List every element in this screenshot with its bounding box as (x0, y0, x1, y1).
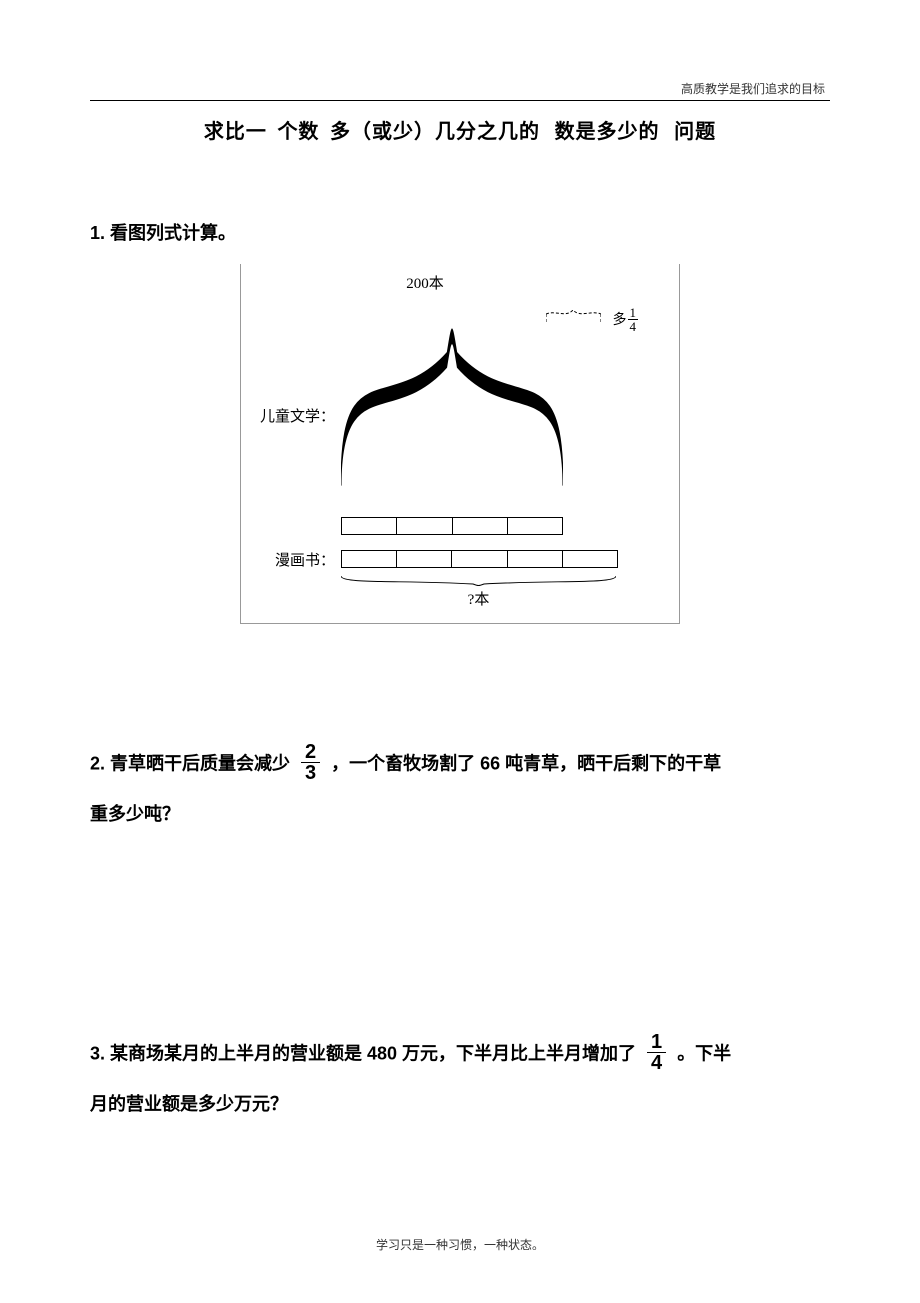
q2-fraction: 2 3 (301, 742, 320, 783)
question-2: 2. 青草晒干后质量会减少 2 3 ，一个畜牧场割了 66 吨青草，晒干后剩下的… (90, 744, 830, 835)
page: 高质教学是我们追求的目标 求比一 个数 多（或少）几分之几的 数是多少的 问题 … (0, 0, 920, 1303)
q1-diagram: 200本 儿童文学： (240, 264, 680, 624)
q1-extra-frac-num: 1 (628, 306, 639, 320)
q1-row1-label: 儿童文学： (255, 405, 335, 426)
footer-note: 学习只是一种习惯，一种状态。 (0, 1236, 920, 1253)
q1-extra-label: 多 (613, 309, 627, 329)
question-3: 3. 某商场某月的上半月的营业额是 480 万元，下半月比上半月增加了 1 4 … (90, 1034, 830, 1125)
q3-pre: 3. 某商场某月的上半月的营业额是 480 万元，下半月比上半月增加了 (90, 1043, 641, 1063)
page-title: 求比一 个数 多（或少）几分之几的 数是多少的 问题 (90, 115, 830, 144)
q2-frac-num: 2 (301, 742, 320, 763)
title-part-c: 多（或少）几分之几的 (330, 121, 540, 143)
question-1: 1. 看图列式计算。 200本 儿童文学： (90, 214, 830, 624)
q3-fraction: 1 4 (647, 1032, 666, 1073)
q1-extra-frac-den: 4 (627, 320, 640, 333)
title-part-b: 个数 (277, 121, 319, 143)
q2-line2: 重多少吨？ (90, 795, 830, 835)
q1-prompt: 1. 看图列式计算。 (90, 214, 830, 254)
q1-row2-label: 漫画书： (255, 549, 335, 570)
brace-bottom-icon (341, 574, 616, 588)
q2-pre: 2. 青草晒干后质量会减少 (90, 753, 295, 773)
q3-line2: 月的营业额是多少万元？ (90, 1085, 830, 1125)
q1-bar-2 (341, 550, 618, 568)
q3-post: 。下半 (677, 1043, 731, 1063)
q3-frac-num: 1 (647, 1032, 666, 1053)
q1-extra-fraction: 多 1 4 (613, 306, 640, 333)
q2-frac-den: 3 (301, 763, 320, 783)
brace-top-icon (341, 297, 563, 517)
dashed-brace-icon (546, 310, 601, 330)
header-rule (90, 100, 830, 101)
title-part-d: 数是多少的 (555, 121, 660, 143)
title-part-a: 求比一 (204, 121, 267, 143)
q2-mid: ，一个畜牧场割了 66 吨青草，晒干后剩下的干草 (331, 753, 721, 773)
q1-bar-1 (341, 517, 563, 535)
title-part-e: 问题 (674, 121, 716, 143)
q3-frac-den: 4 (647, 1053, 666, 1073)
q1-top-label: 200本 (315, 272, 535, 293)
header-note: 高质教学是我们追求的目标 (681, 80, 825, 97)
q1-bottom-label: ?本 (341, 588, 616, 609)
